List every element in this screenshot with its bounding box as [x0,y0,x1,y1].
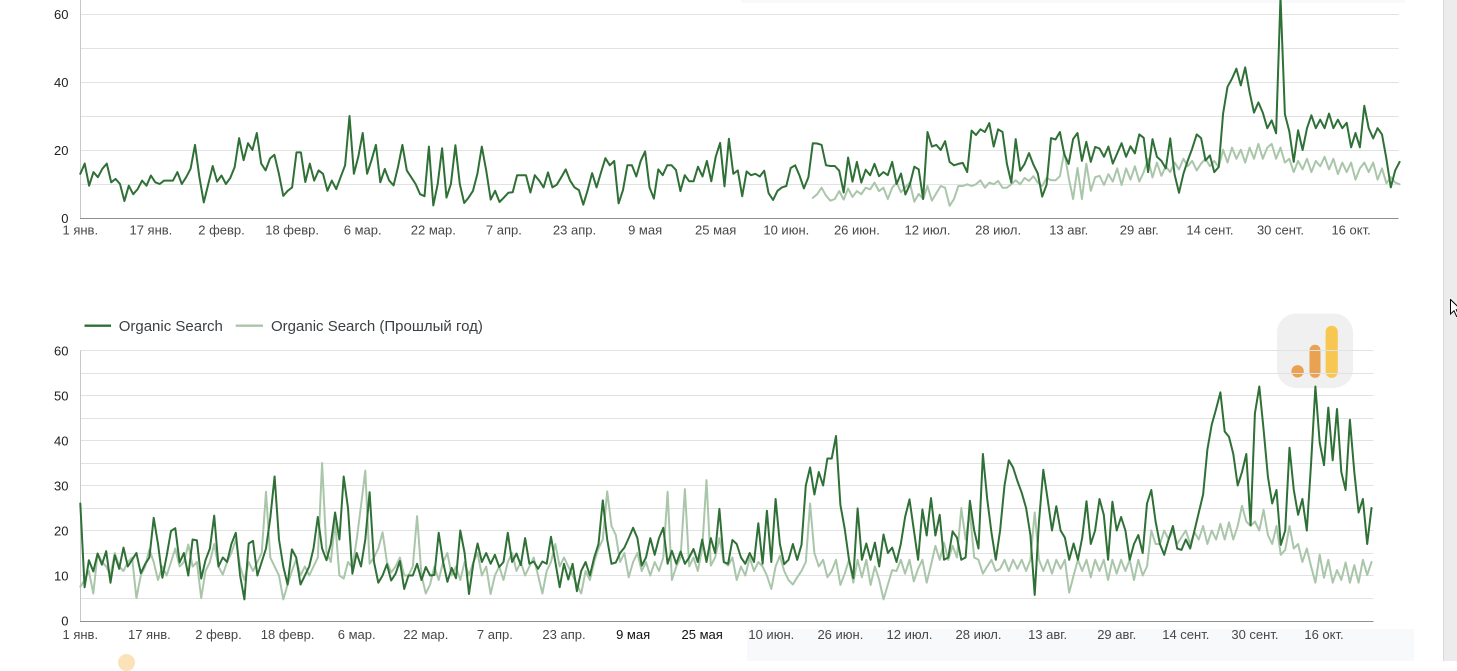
svg-text:9 мая: 9 мая [628,223,662,238]
svg-text:14 сент.: 14 сент. [1162,627,1209,642]
svg-text:20: 20 [54,523,68,538]
svg-text:0: 0 [61,211,68,226]
svg-text:10 июн.: 10 июн. [748,627,794,642]
svg-text:18 февр.: 18 февр. [265,223,319,238]
svg-text:13 авг.: 13 авг. [1049,223,1088,238]
svg-text:17 янв.: 17 янв. [128,627,171,642]
svg-text:6 мар.: 6 мар. [338,627,376,642]
svg-text:22 мар.: 22 мар. [403,627,448,642]
svg-text:14 сент.: 14 сент. [1186,223,1233,238]
svg-text:7 апр.: 7 апр. [477,627,513,642]
svg-text:12 июл.: 12 июл. [905,223,951,238]
svg-text:26 июн.: 26 июн. [817,627,863,642]
svg-text:9 мая: 9 мая [616,627,650,642]
svg-text:1 янв.: 1 янв. [63,223,99,238]
svg-text:50: 50 [54,388,68,403]
svg-text:12 июл.: 12 июл. [887,627,933,642]
svg-text:6 мар.: 6 мар. [344,223,382,238]
svg-text:60: 60 [54,7,68,22]
svg-text:29 авг.: 29 авг. [1097,627,1136,642]
svg-text:0: 0 [61,613,68,628]
svg-text:1 янв.: 1 янв. [63,627,99,642]
svg-text:30 сент.: 30 сент. [1231,627,1278,642]
svg-text:28 июл.: 28 июл. [956,627,1002,642]
svg-text:23 апр.: 23 апр. [542,627,585,642]
svg-text:18 февр.: 18 февр. [261,627,315,642]
svg-text:16 окт.: 16 окт. [1304,627,1343,642]
svg-text:2 февр.: 2 февр. [198,223,245,238]
svg-text:10: 10 [54,568,68,583]
svg-text:17 янв.: 17 янв. [129,223,172,238]
svg-text:Organic Search (Прошлый год): Organic Search (Прошлый год) [271,318,483,335]
svg-text:10 июн.: 10 июн. [763,223,809,238]
svg-text:7 апр.: 7 апр. [486,223,522,238]
svg-text:28 июл.: 28 июл. [975,223,1021,238]
svg-text:25 мая: 25 мая [682,627,723,642]
svg-text:22 мар.: 22 мар. [411,223,456,238]
svg-text:13 авг.: 13 авг. [1028,627,1067,642]
svg-text:2 февр.: 2 февр. [195,627,242,642]
svg-text:40: 40 [54,75,68,90]
svg-text:25 мая: 25 мая [695,223,736,238]
svg-text:23 апр.: 23 апр. [553,223,596,238]
svg-text:29 авг.: 29 авг. [1120,223,1159,238]
svg-text:20: 20 [54,143,68,158]
svg-text:Organic Search: Organic Search [119,318,223,335]
svg-text:60: 60 [54,343,68,358]
svg-text:26 июн.: 26 июн. [834,223,880,238]
svg-text:16 окт.: 16 окт. [1331,223,1370,238]
svg-text:30: 30 [54,478,68,493]
svg-text:40: 40 [54,433,68,448]
svg-text:30 сент.: 30 сент. [1257,223,1304,238]
